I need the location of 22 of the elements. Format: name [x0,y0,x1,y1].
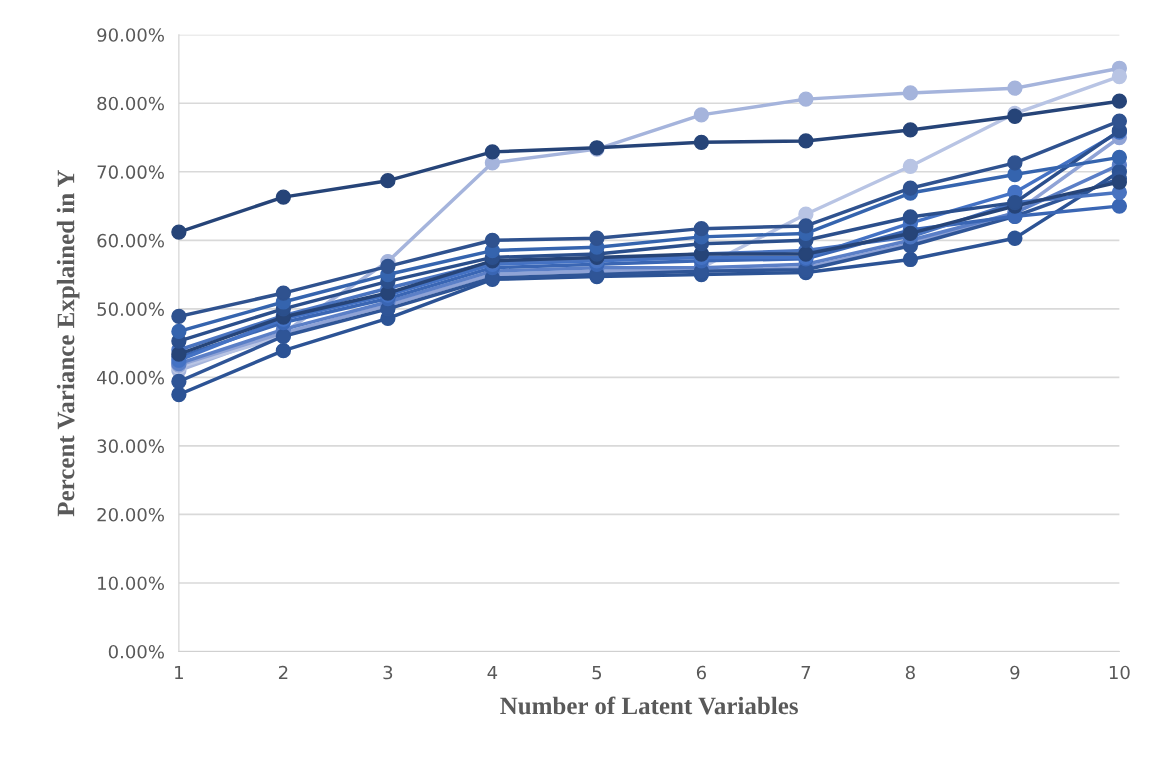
x-axis-title: Number of Latent Variables [500,696,798,715]
x-tick-label: 10 [1109,665,1130,680]
y-tick-label: 20.00% [97,507,164,522]
y-tick-label: 80.00% [97,96,164,111]
y-tick-label: 10.00% [98,576,164,591]
x-tick-label: 3 [383,665,393,680]
y-tick-label: 30.00% [97,439,164,454]
x-tick-label: 2 [278,665,288,680]
y-tick-label: 90.00% [97,28,164,42]
x-tick-label: 5 [592,665,602,680]
y-tick-label: 70.00% [97,165,164,179]
x-tick-label: 7 [801,665,811,680]
x-tick-label: 9 [1010,665,1020,680]
x-tick-label: 8 [905,665,915,680]
y-tick-label: 40.00% [97,370,164,385]
y-tick-label: 50.00% [97,302,164,316]
x-tick-label: 4 [487,665,498,680]
y-tick-label: 60.00% [97,233,164,248]
x-tick-label: 1 [175,665,183,680]
y-tick-label: 0.00% [108,644,164,659]
x-tick-label: 6 [696,665,706,680]
y-axis-title: Percent Variance Explained in Y [56,169,80,517]
